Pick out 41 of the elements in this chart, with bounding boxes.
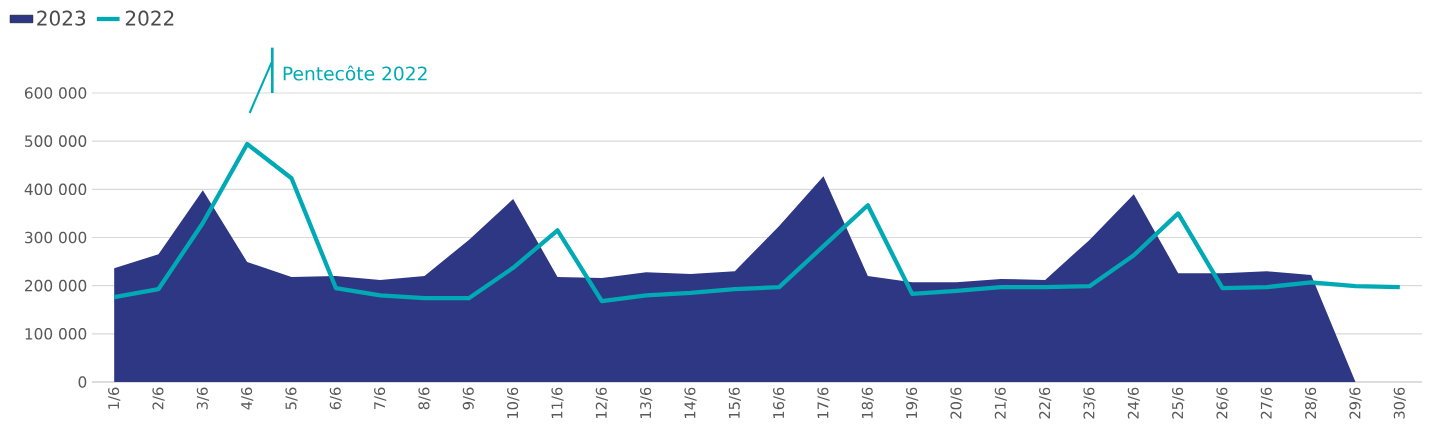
x-tick-label: 5/6	[285, 387, 298, 410]
x-tick-label: 8/6	[418, 387, 431, 410]
x-tick-label: 14/6	[684, 387, 697, 419]
x-tick-label: 4/6	[241, 387, 254, 410]
x-tick-label: 7/6	[374, 387, 387, 410]
legend-label: 2023	[37, 10, 86, 26]
y-tick-label: 300 000	[25, 231, 87, 244]
y-tick-label: 0	[78, 376, 87, 388]
legend-label: 2022	[125, 10, 174, 26]
x-tick-label: 10/6	[507, 387, 520, 419]
x-tick-label: 13/6	[640, 387, 653, 419]
x-tick-label: 29/6	[1349, 387, 1362, 419]
x-tick-label: 6/6	[329, 387, 342, 410]
x-tick-label: 11/6	[551, 387, 564, 419]
x-tick-label: 1/6	[108, 387, 121, 409]
x-tick-label: 18/6	[861, 387, 874, 419]
x-tick-label: 9/6	[462, 387, 475, 410]
x-tick-label: 30/6	[1393, 387, 1406, 419]
x-tick-label: 16/6	[773, 387, 786, 419]
x-tick-label: 22/6	[1039, 387, 1052, 419]
text: Pentecôte 2022	[283, 65, 427, 81]
x-tick-label: 20/6	[950, 387, 963, 419]
x-tick-label: 24/6	[1127, 387, 1140, 419]
y-tick-label: 400 000	[24, 183, 87, 196]
x-tick-label: 15/6	[728, 387, 741, 419]
x-tick-label: 21/6	[994, 387, 1007, 419]
y-tick-label: 200 000	[25, 279, 87, 292]
x-tick-label: 28/6	[1305, 387, 1318, 419]
x-tick-label: 12/6	[595, 387, 608, 419]
x-tick-label: 2/6	[152, 387, 165, 410]
y-tick-label: 600 000	[24, 87, 87, 99]
x-tick-label: 17/6	[817, 387, 830, 419]
x-tick-label: 25/6	[1172, 387, 1185, 419]
y-tick-label: 100 000	[25, 328, 87, 340]
x-tick-label: 27/6	[1260, 387, 1273, 419]
x-tick-label: 19/6	[906, 387, 919, 419]
x-tick-label: 23/6	[1083, 387, 1096, 419]
line-series	[112, 141, 1402, 304]
x-tick-label: 3/6	[196, 387, 209, 410]
x-tick-label: 26/6	[1216, 387, 1229, 419]
y-tick-label: 500 000	[25, 135, 87, 147]
